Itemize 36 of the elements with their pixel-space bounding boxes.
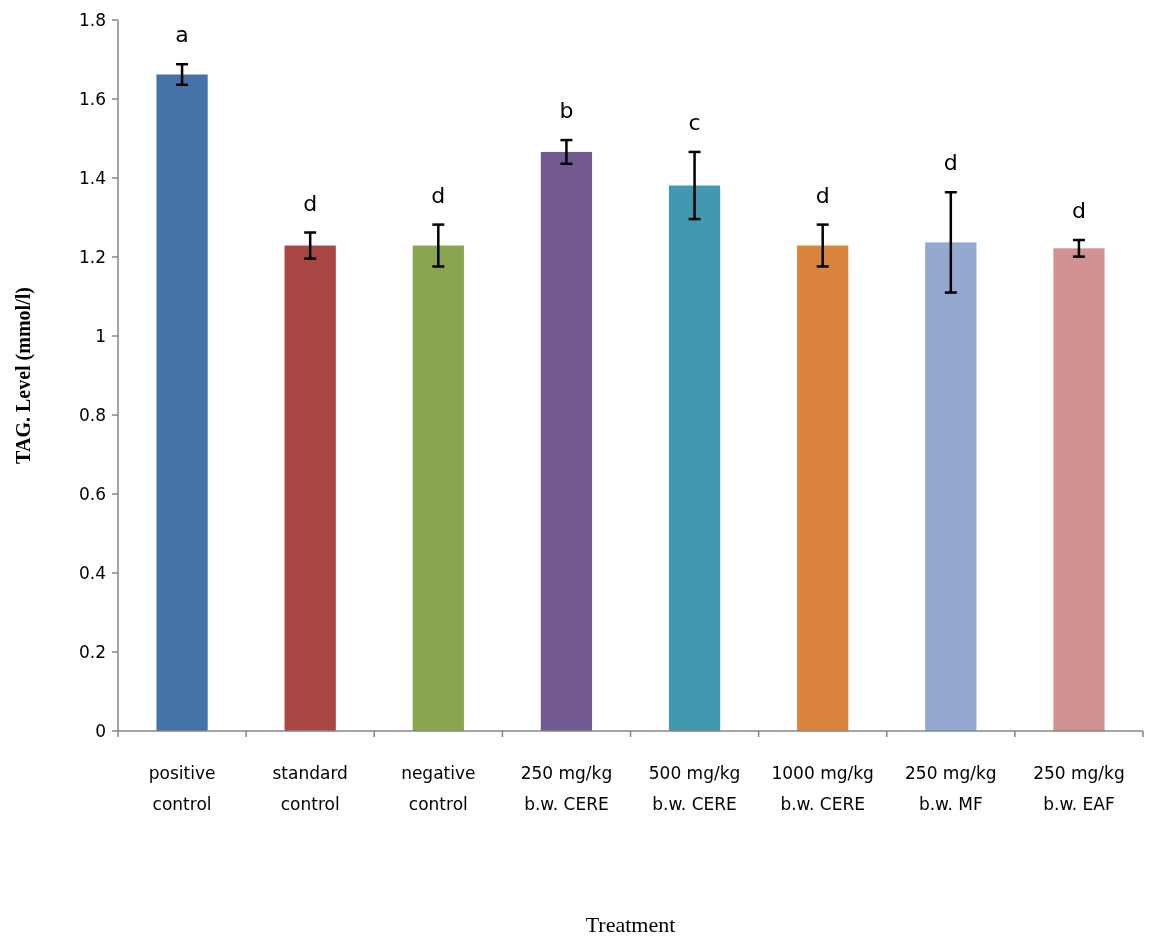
annotation: c [688, 109, 701, 135]
x-tick-label: 250 mg/kg b.w. EAF [1033, 763, 1125, 814]
bar [540, 151, 593, 731]
x-tick-label: standard control [272, 763, 348, 814]
x-tick-label: positive control [148, 763, 216, 814]
bar [668, 185, 721, 731]
y-tick-label: 0 [95, 720, 106, 741]
y-tick-label: 1.6 [78, 88, 106, 109]
bar [284, 245, 336, 731]
bar [1053, 248, 1105, 731]
x-tick-label: 500 mg/kg b.w. CERE [648, 763, 741, 814]
y-tick-label: 0.4 [78, 562, 106, 583]
y-tick-label: 1.2 [78, 246, 106, 267]
x-tick-label: 1000 mg/kg b.w. CERE [771, 763, 874, 814]
annotation: d [303, 190, 318, 216]
y-tick-label: 1.8 [78, 9, 106, 30]
bar [925, 242, 977, 731]
y-tick-label: 0.6 [78, 483, 106, 504]
annotation: d [943, 150, 958, 176]
y-tick-label: 1.4 [78, 167, 106, 188]
annotation: a [175, 22, 189, 48]
annotation: b [559, 98, 574, 124]
x-tick-label: negative control [401, 763, 476, 814]
y-tick-label: 1 [95, 325, 106, 346]
x-tick-label: 250 mg/kg b.w. CERE [520, 763, 613, 814]
annotation: d [431, 182, 446, 208]
y-axis-title: TAG. Level (mmol/l) [12, 287, 35, 464]
bar [156, 74, 208, 731]
x-tick-label: 250 mg/kg b.w. MF [905, 763, 997, 814]
annotation: d [815, 182, 830, 208]
x-axis-title: Treatment [585, 912, 676, 937]
bar [412, 245, 464, 731]
annotation: d [1071, 198, 1086, 224]
y-tick-label: 0.8 [78, 404, 106, 425]
y-tick-label: 0.2 [78, 641, 106, 662]
bar [797, 245, 849, 731]
